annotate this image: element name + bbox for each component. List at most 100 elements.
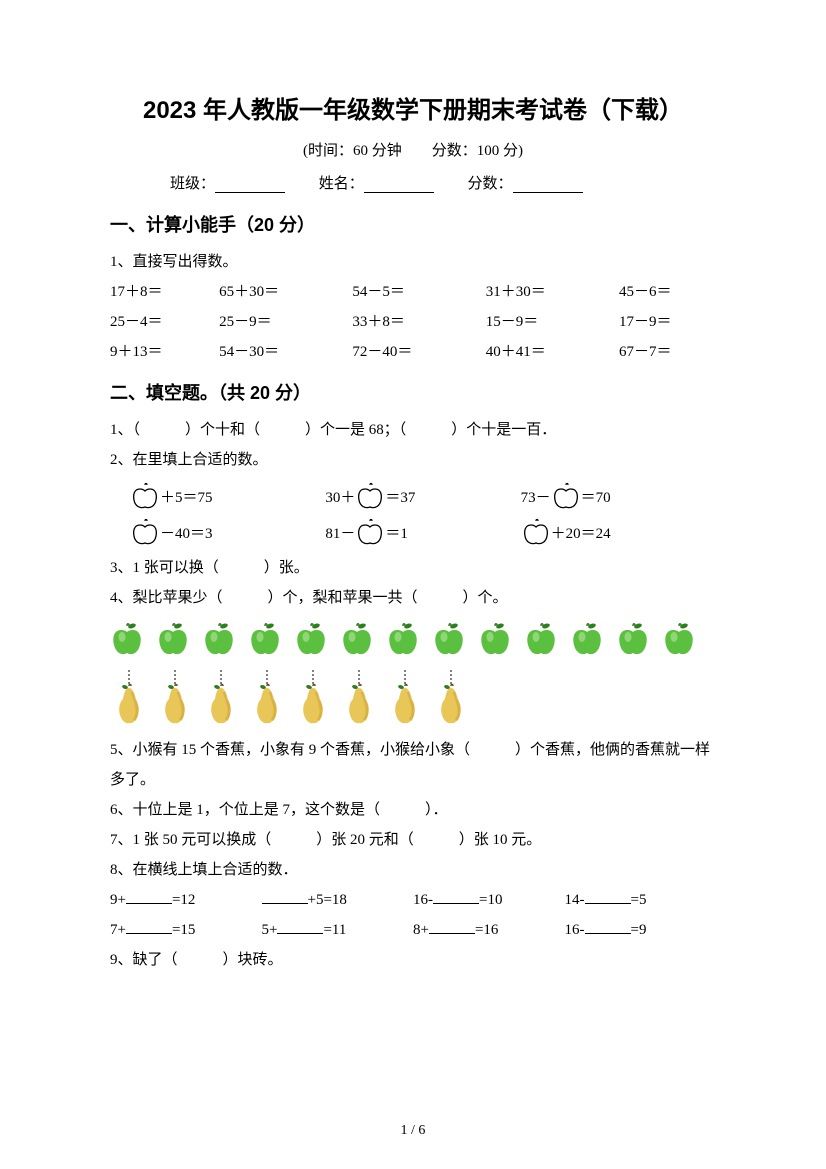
- apple-outline-icon: [355, 517, 385, 547]
- calc-row: 9＋13＝54－30＝72－40＝40＋41＝67－7＝: [110, 337, 716, 367]
- name-label: 姓名：: [319, 172, 364, 193]
- fill-post: =15: [172, 922, 195, 938]
- apple-icon: [524, 621, 558, 657]
- eq-pre: 81－: [325, 522, 355, 543]
- fill-pre: 5+: [262, 922, 278, 938]
- apple-outline-icon: [355, 481, 385, 511]
- fill-blank[interactable]: [126, 889, 172, 904]
- apple-icon: [156, 621, 190, 657]
- fill-cell: 16- =10: [413, 885, 565, 915]
- pear-icon: [296, 670, 330, 726]
- fill-cell: 16- =9: [565, 915, 717, 945]
- calc-cell: 40＋41＝: [486, 337, 619, 367]
- page-subtitle: (时间：60 分钟 分数：100 分): [110, 139, 716, 160]
- page-footer: 1 / 6: [0, 1123, 826, 1139]
- s2-q7: 7、1 张 50 元可以换成（ ）张 20 元和（ ）张 10 元。: [110, 825, 716, 855]
- calc-cell: 25－9＝: [219, 307, 352, 337]
- apple-equation: 81－ ＝1: [325, 517, 520, 547]
- fill-pre: 7+: [110, 922, 126, 938]
- calc-cell: 33＋8＝: [352, 307, 485, 337]
- fill-cell: 5+ =11: [262, 915, 414, 945]
- section1-q1-label: 1、直接写出得数。: [110, 247, 716, 277]
- apple-icon: [662, 621, 696, 657]
- eq-post: ＋5＝75: [160, 486, 213, 507]
- calc-cell: 17－9＝: [619, 307, 716, 337]
- fill-cell: 9+=12: [110, 885, 262, 915]
- apple-icon: [202, 621, 236, 657]
- fill-post: =9: [631, 922, 647, 938]
- calc-cell: 54－30＝: [219, 337, 352, 367]
- name-blank[interactable]: [364, 176, 434, 193]
- fill-pre: 14-: [565, 892, 585, 908]
- pear-icon: [158, 670, 192, 726]
- fill-pre: 16-: [565, 922, 585, 938]
- pear-icon: [204, 670, 238, 726]
- fill-post: =10: [479, 892, 502, 908]
- eq-post: ＝1: [385, 522, 408, 543]
- eq-post: ＝70: [581, 486, 611, 507]
- fill-blank[interactable]: [262, 889, 308, 904]
- fill-cell: 7+ =15: [110, 915, 262, 945]
- apple-outline-icon: [551, 481, 581, 511]
- fill-blank[interactable]: [126, 919, 172, 934]
- score-label: 分数：: [468, 172, 513, 193]
- apple-icon: [340, 621, 374, 657]
- apple-equation: 30＋ ＝37: [325, 481, 520, 511]
- fill-cell: 14- =5: [565, 885, 717, 915]
- info-line: 班级： 姓名： 分数：: [110, 172, 716, 193]
- eq-post: ＋20＝24: [551, 522, 611, 543]
- fill-pre: 16-: [413, 892, 433, 908]
- s2-q4: 4、梨比苹果少（ ）个，梨和苹果一共（ ）个。: [110, 583, 716, 613]
- pear-icon: [112, 670, 146, 726]
- apple-eq-row-1: ＋5＝7530＋＝3773－＝70: [130, 481, 716, 511]
- s2-q6: 6、十位上是 1，个位上是 7，这个数是（ ）．: [110, 795, 716, 825]
- fill-post: =5: [631, 892, 647, 908]
- s2-q3: 3、1 张可以换（ ）张。: [110, 553, 716, 583]
- apple-icon: [248, 621, 282, 657]
- eq-post: ＝37: [385, 486, 415, 507]
- apple-icon: [294, 621, 328, 657]
- apple-equation: －40＝3: [130, 517, 325, 547]
- calc-table: 17＋8＝65＋30＝54－5＝31＋30＝45－6＝25－4＝25－9＝33＋…: [110, 277, 716, 367]
- calc-cell: 72－40＝: [352, 337, 485, 367]
- fill-blank[interactable]: [429, 919, 475, 934]
- s2-q1: 1、（ ）个十和（ ）个一是 68；（ ）个十是一百．: [110, 415, 716, 445]
- calc-cell: 67－7＝: [619, 337, 716, 367]
- fill-post: =11: [323, 922, 346, 938]
- s2-q8: 8、在横线上填上合适的数．: [110, 855, 716, 885]
- section1-heading: 一、计算小能手（20 分）: [110, 211, 716, 237]
- eq-pre: 30＋: [325, 486, 355, 507]
- apple-icon: [616, 621, 650, 657]
- score-blank[interactable]: [513, 176, 583, 193]
- apple-outline-icon: [130, 481, 160, 511]
- class-label: 班级：: [170, 172, 215, 193]
- fill-cell: 8+ =16: [413, 915, 565, 945]
- page-title: 2023 年人教版一年级数学下册期末考试卷（下载）: [110, 90, 716, 125]
- apple-icon: [386, 621, 420, 657]
- fill-post: =16: [475, 922, 498, 938]
- calc-cell: 15－9＝: [486, 307, 619, 337]
- calc-cell: 45－6＝: [619, 277, 716, 307]
- pear-icon: [342, 670, 376, 726]
- apple-outline-icon: [130, 517, 160, 547]
- apple-equation: ＋5＝75: [130, 481, 325, 511]
- calc-cell: 25－4＝: [110, 307, 219, 337]
- apple-outline-icon: [521, 517, 551, 547]
- fill-blank[interactable]: [585, 919, 631, 934]
- class-blank[interactable]: [215, 176, 285, 193]
- eq-post: －40＝3: [160, 522, 213, 543]
- calc-cell: 31＋30＝: [486, 277, 619, 307]
- apple-icon: [570, 621, 604, 657]
- exam-page: 2023 年人教版一年级数学下册期末考试卷（下载） (时间：60 分钟 分数：1…: [0, 0, 826, 1169]
- fill-blank[interactable]: [277, 919, 323, 934]
- pear-icon: [388, 670, 422, 726]
- fill-blank[interactable]: [585, 889, 631, 904]
- calc-row: 17＋8＝65＋30＝54－5＝31＋30＝45－6＝: [110, 277, 716, 307]
- apple-eq-row-2: －40＝3 81－ ＝1 ＋20＝24: [130, 517, 716, 547]
- pear-row: [112, 670, 716, 731]
- fill-row: 9+=12+5=1816-=1014-=5: [110, 885, 716, 915]
- apple-equation: ＋20＝24: [521, 517, 716, 547]
- fill-pre: 8+: [413, 922, 429, 938]
- calc-cell: 54－5＝: [352, 277, 485, 307]
- fill-blank[interactable]: [433, 889, 479, 904]
